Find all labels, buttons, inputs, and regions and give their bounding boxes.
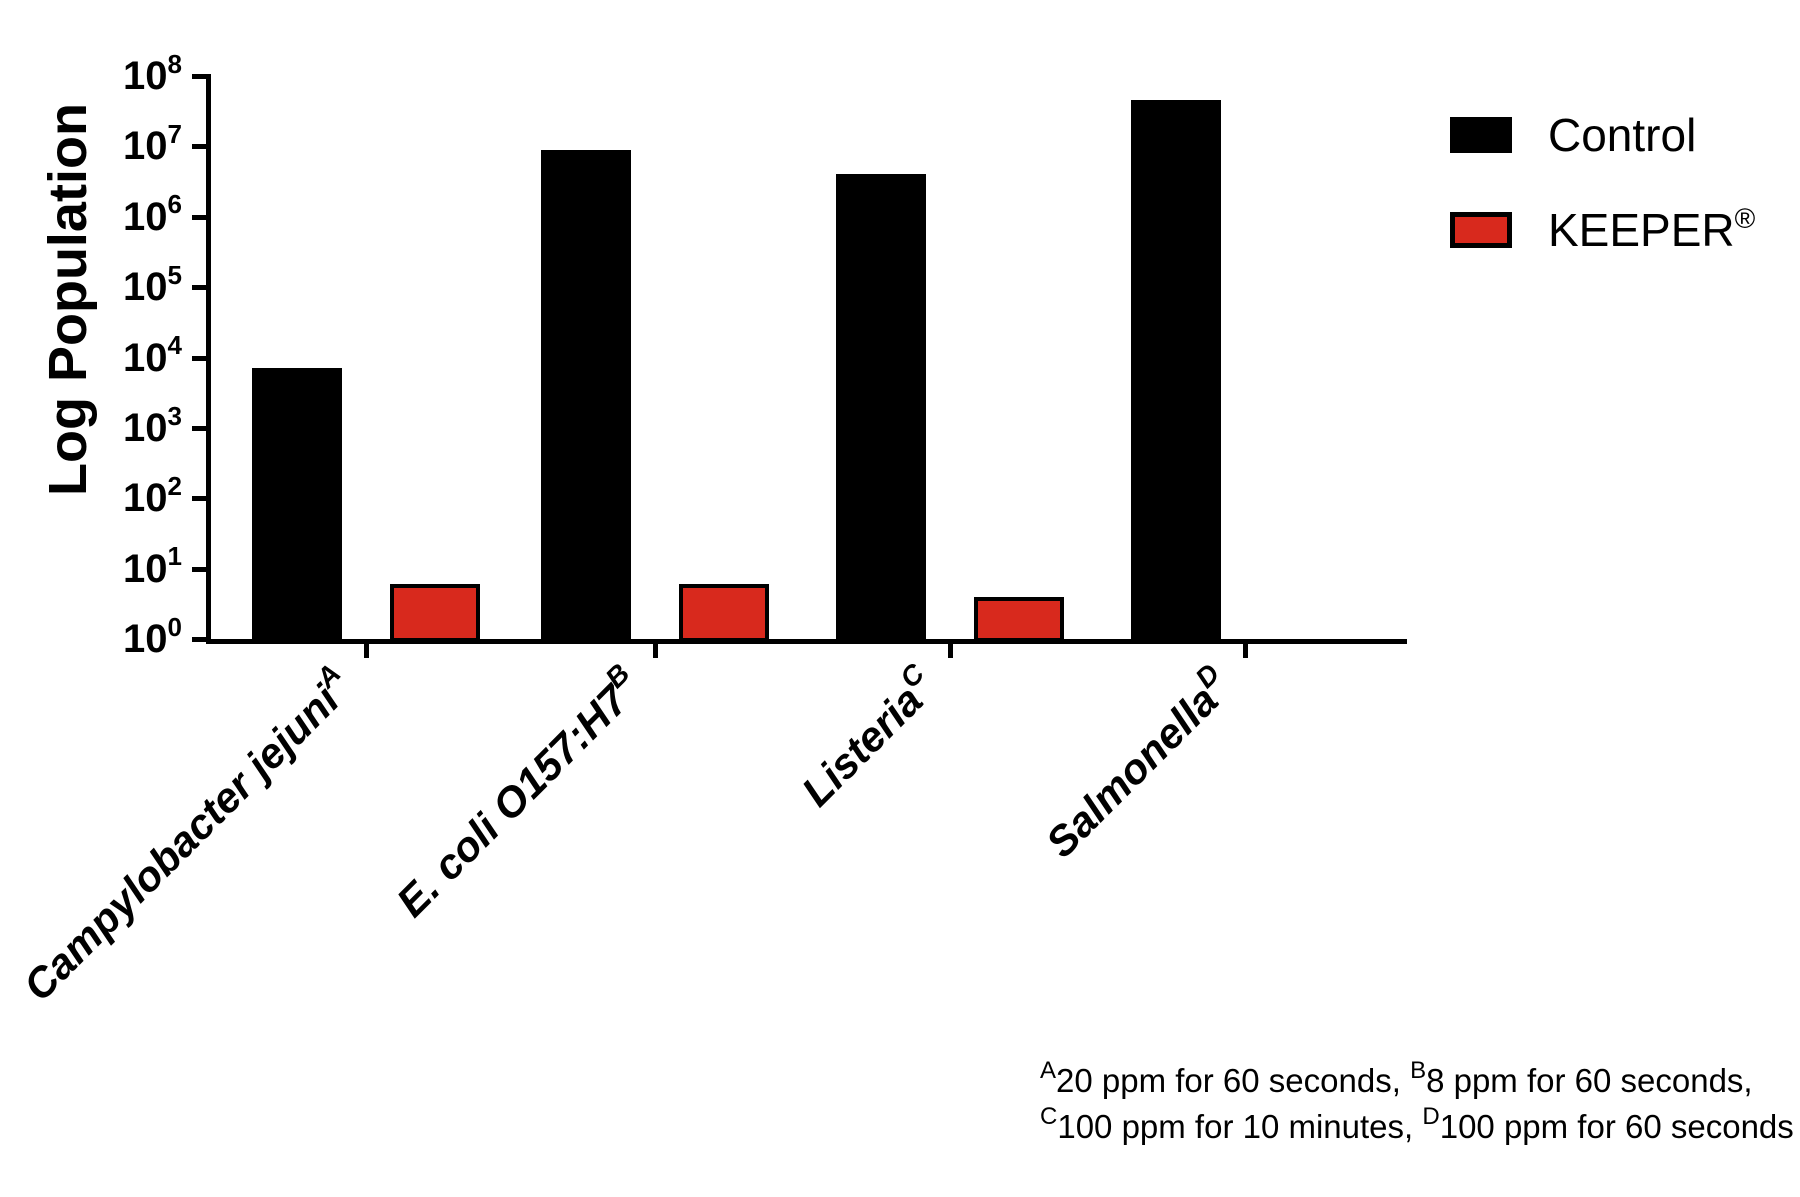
y-tick-label-1e7: 107 (123, 119, 182, 169)
x-label-salmonella: SalmonellaD (1036, 657, 1227, 867)
y-tick-mark-1e0 (192, 637, 206, 642)
legend-swatch-keeper (1450, 212, 1512, 248)
bar-control-listeria (836, 174, 926, 642)
x-tick-mark-salmonella (1243, 644, 1248, 658)
bar-keeper-campylobacter-jejuni (390, 584, 480, 642)
y-tick-mark-1e3 (192, 425, 206, 431)
y-tick-label-1e6: 106 (123, 189, 182, 239)
y-tick-label-1e5: 105 (123, 259, 182, 310)
y-tick-label-1e4: 104 (123, 330, 182, 380)
footnote: A20 ppm for 60 seconds, B8 ppm for 60 se… (1040, 1058, 1794, 1150)
y-tick-mark-1e8 (192, 74, 206, 79)
y-tick-mark-1e2 (192, 496, 206, 502)
legend-label-control: Control (1548, 109, 1697, 161)
footnote-line-2: C100 ppm for 10 minutes, D100 ppm for 60… (1040, 1103, 1794, 1146)
legend-label-keeper: KEEPER® (1548, 202, 1756, 256)
x-label-listeria: ListeriaC (792, 657, 932, 816)
y-tick-mark-1e4 (192, 355, 206, 361)
legend: Control KEEPER® (1450, 112, 1755, 253)
bar-keeper-listeria (974, 596, 1064, 642)
y-tick-mark-1e7 (192, 144, 206, 150)
y-tick-label-1e2: 102 (123, 470, 182, 521)
y-tick-mark-1e5 (192, 285, 206, 291)
y-tick-label-1e1: 101 (123, 541, 182, 591)
bar-control-campylobacter-jejuni (252, 368, 342, 642)
y-tick-label-1e8: 108 (123, 48, 182, 98)
x-tick-mark-campylobacter-jejuni (364, 644, 369, 658)
y-tick-mark-1e6 (192, 214, 206, 220)
bar-control-salmonella (1131, 100, 1221, 642)
x-tick-mark-listeria (948, 644, 953, 658)
y-axis-line (206, 74, 211, 644)
legend-swatch-control (1450, 117, 1512, 153)
x-axis-line (206, 639, 1407, 644)
y-tick-label-1e3: 103 (123, 400, 182, 450)
y-tick-label-1e0: 100 (123, 611, 182, 661)
x-label-e-coli-o157-h7: E. coli O157:H7B (387, 657, 637, 926)
bar-control-e-coli-o157-h7 (541, 149, 631, 642)
legend-item-keeper: KEEPER® (1450, 202, 1756, 256)
x-label-campylobacter-jejuni: Campylobacter jejuniA (14, 657, 348, 1010)
y-tick-mark-1e1 (192, 566, 206, 572)
bar-keeper-e-coli-o157-h7 (679, 584, 769, 642)
footnote-line-1: A20 ppm for 60 seconds, B8 ppm for 60 se… (1040, 1057, 1753, 1100)
legend-item-control: Control (1450, 112, 1755, 158)
x-tick-mark-e-coli-o157-h7 (653, 644, 658, 658)
